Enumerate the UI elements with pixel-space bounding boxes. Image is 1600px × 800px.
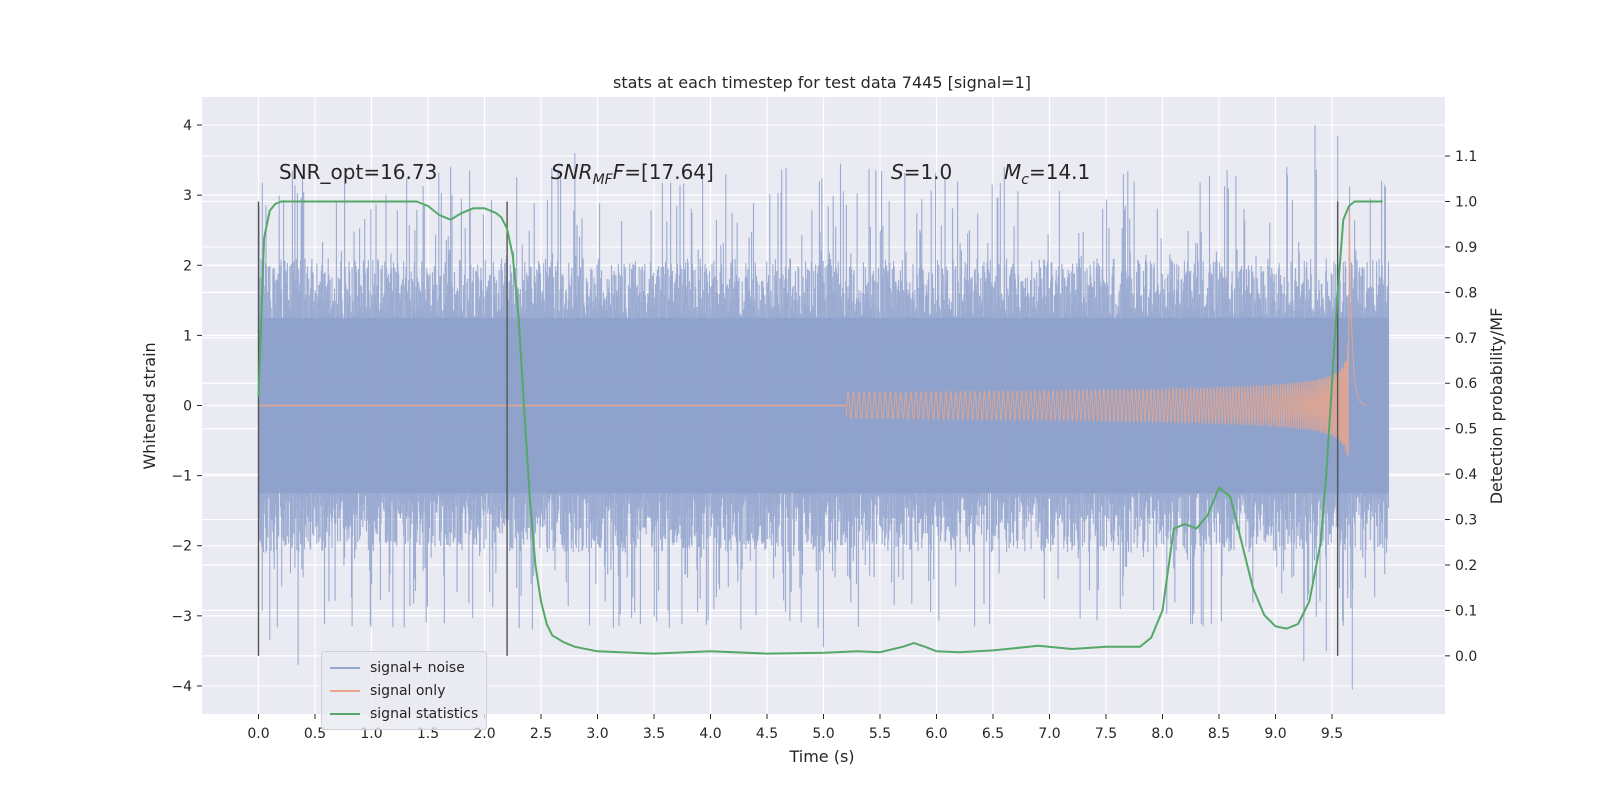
legend-label-signal-statistics: signal statistics: [370, 705, 479, 722]
x-tick-label: 0.0: [247, 726, 269, 742]
annotations: SNR_opt=16.73 SNRMFF=[17.64] S=1.0 Mc=14…: [279, 160, 1090, 188]
x-tick-label: 7.0: [1038, 726, 1060, 742]
y-tick-label: 2: [183, 258, 192, 274]
legend-item-signal-statistics: signal statistics: [330, 702, 478, 725]
mc-main: M: [1004, 160, 1021, 184]
snr-mf-main: SNR: [551, 160, 593, 184]
snr-mf-value: =[17.64]: [624, 160, 714, 184]
x-tick-label: 9.0: [1264, 726, 1286, 742]
y2-tick-label: 0.0: [1455, 649, 1477, 665]
x-tick-label: 4.5: [756, 726, 778, 742]
y2-tick-label: 0.7: [1455, 331, 1477, 347]
y2-tick-label: 0.6: [1455, 376, 1477, 392]
legend-swatch-signal-noise: [330, 666, 360, 669]
y2-tick-label: 0.3: [1455, 513, 1477, 529]
x-tick-label: 1.5: [417, 726, 439, 742]
y2-tick-label: 0.5: [1455, 422, 1477, 438]
y2-tick-label: 1.1: [1455, 149, 1477, 165]
y2-tick-label: 0.4: [1455, 467, 1477, 483]
legend-item-signal-only: signal only: [330, 679, 478, 702]
mc-value: =14.1: [1029, 160, 1090, 184]
signal-only-series: [258, 206, 1366, 458]
s-value: =1.0: [904, 160, 953, 184]
signal-statistics-trace: [257, 200, 1383, 655]
signal-statistics-series: [257, 200, 1383, 655]
y-tick-label: 0: [183, 399, 192, 415]
y2-tick-label: 1.0: [1455, 194, 1477, 210]
y-tick-label: 4: [183, 118, 192, 134]
x-tick-label: 6.0: [925, 726, 947, 742]
x-tick-label: 6.5: [982, 726, 1004, 742]
x-tick-label: 2.5: [530, 726, 552, 742]
legend-label-signal-only: signal only: [370, 682, 446, 699]
x-tick-label: 4.0: [699, 726, 721, 742]
x-tick-label: 5.0: [812, 726, 834, 742]
x-tick-label: 8.5: [1208, 726, 1230, 742]
legend-label-signal-noise: signal+ noise: [370, 659, 465, 676]
legend-swatch-signal-statistics: [330, 712, 360, 715]
mc-sub: c: [1021, 172, 1029, 188]
y-tick-label: 1: [183, 328, 192, 344]
legend-swatch-signal-only: [330, 689, 360, 692]
y-tick-label: −4: [171, 679, 192, 695]
x-tick-label: 2.0: [473, 726, 495, 742]
y2-tick-label: 0.2: [1455, 558, 1477, 574]
axis-ticks: 0.0 0.5 1.0 1.5 2.0 2.5 3.0 3.5 4.0 4.5 5.0 5.5 6.0 6…: [171, 118, 1477, 742]
snr-mf-tail: F: [613, 160, 625, 184]
s-main: S: [891, 160, 904, 184]
x-tick-label: 7.5: [1095, 726, 1117, 742]
x-tick-label: 5.5: [869, 726, 891, 742]
chart-title: stats at each timestep for test data 744…: [613, 73, 1031, 92]
y-tick-label: −2: [171, 539, 192, 555]
y-tick-label: −3: [171, 609, 192, 625]
y2-axis-label: Detection probability/MF: [1487, 308, 1506, 505]
x-tick-label: 3.0: [586, 726, 608, 742]
snr-mf-annotation: SNRMFF=[17.64]: [551, 160, 714, 188]
snr-opt-annotation: SNR_opt=16.73: [279, 160, 437, 184]
x-tick-label: 3.5: [643, 726, 665, 742]
y2-tick-label: 0.8: [1455, 285, 1477, 301]
y2-tick-label: 0.1: [1455, 603, 1477, 619]
y2-tick-label: 0.9: [1455, 240, 1477, 256]
signal-only-trace: [845, 206, 1366, 458]
x-tick-label: 0.5: [304, 726, 326, 742]
y-axis-label: Whitened strain: [140, 342, 159, 469]
legend: signal+ noise signal only signal statist…: [321, 651, 488, 730]
marker-lines: [257, 201, 1339, 656]
x-tick-label: 9.5: [1321, 726, 1343, 742]
y-tick-label: −1: [171, 469, 192, 485]
y-tick-label: 3: [183, 188, 192, 204]
s-annotation: S=1.0: [891, 160, 952, 184]
x-tick-label: 1.0: [360, 726, 382, 742]
x-axis-label: Time (s): [788, 747, 854, 766]
mc-annotation: Mc=14.1: [1004, 160, 1090, 188]
snr-mf-sub: MF: [593, 172, 614, 188]
x-tick-label: 8.0: [1151, 726, 1173, 742]
legend-item-signal-noise: signal+ noise: [330, 656, 478, 679]
